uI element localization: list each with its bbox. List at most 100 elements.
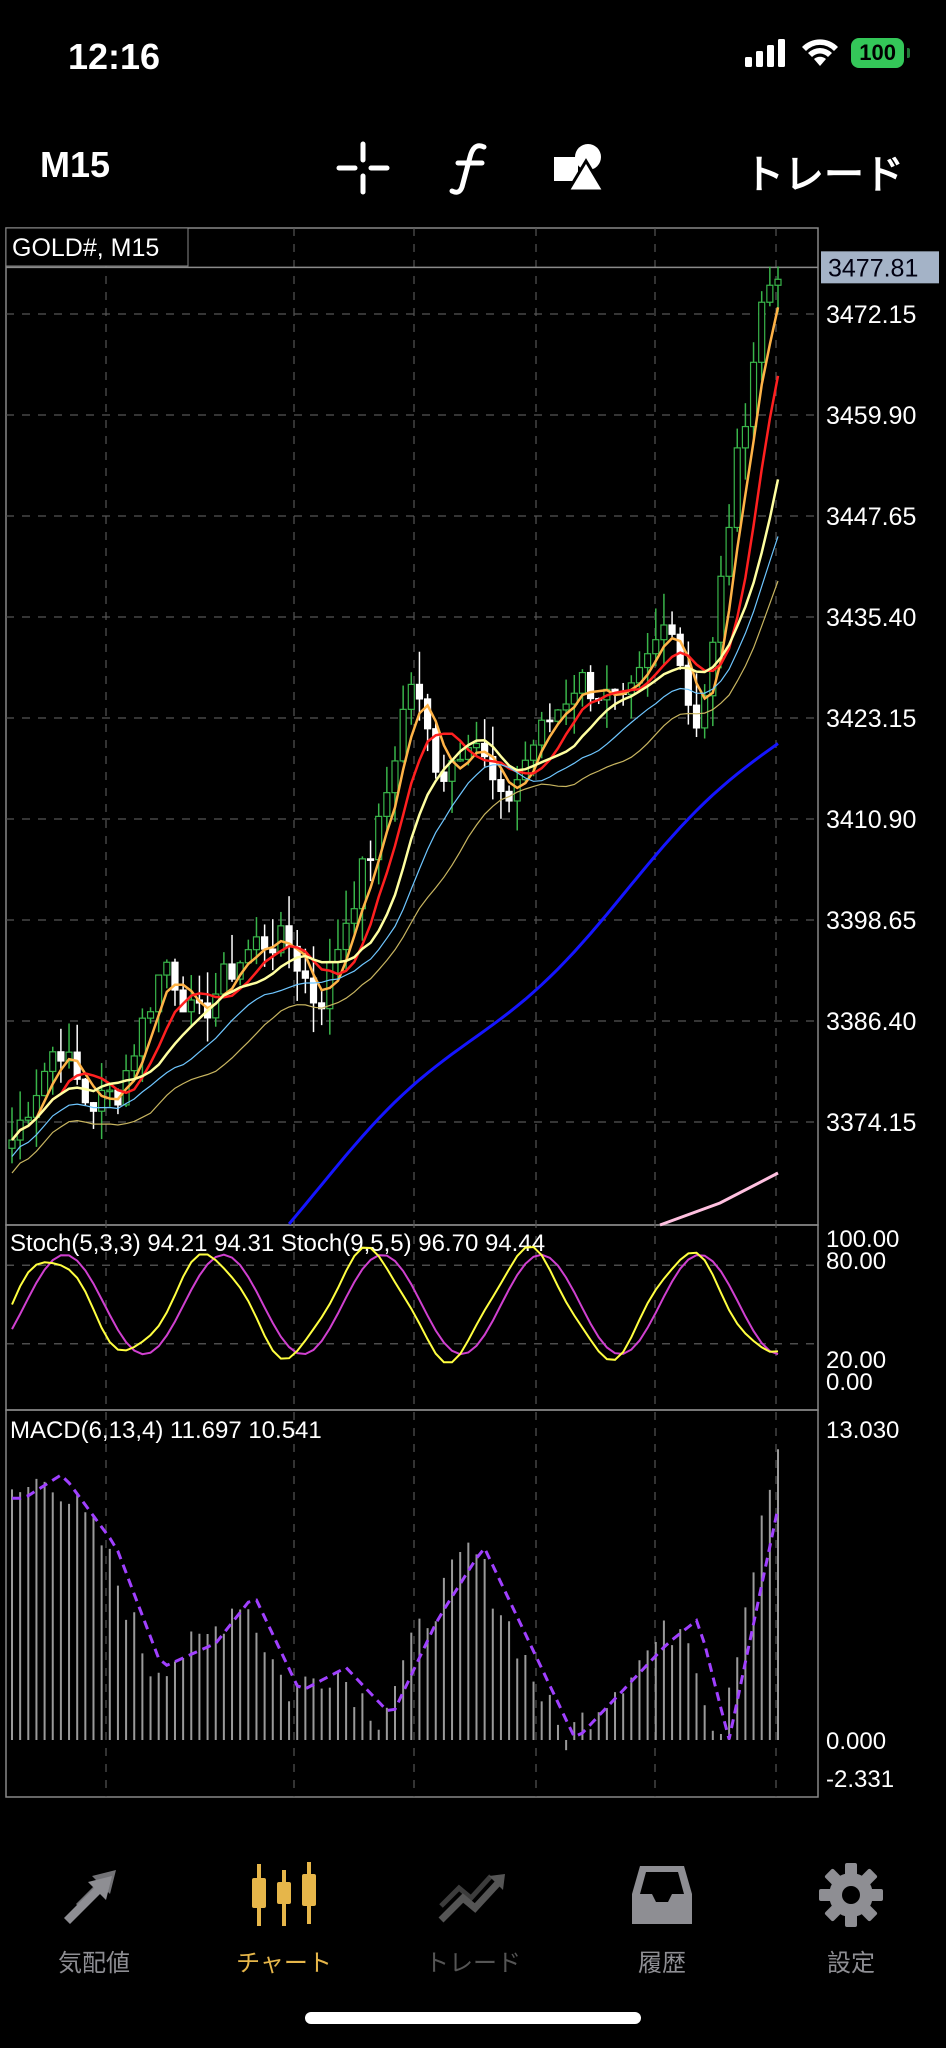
candle-body: [98, 1089, 106, 1112]
price-tick-label: 3459.90: [826, 402, 916, 430]
candle-body: [660, 624, 668, 641]
candle-body: [277, 925, 285, 954]
candle-body: [725, 526, 733, 577]
price-tick-label: 3472.15: [826, 301, 916, 329]
candle-body: [146, 1011, 155, 1019]
crosshair-button[interactable]: [333, 138, 393, 198]
indicators-button[interactable]: [440, 138, 500, 198]
candle-body: [774, 278, 782, 286]
candle-body: [766, 284, 774, 303]
home-indicator: [305, 2012, 641, 2024]
chart-area[interactable]: 3472.15 3459.90 3447.65 3435.40 3423.15 3410.…: [0, 225, 946, 1805]
shapes-icon: [554, 144, 607, 193]
price-tick-label: 3447.65: [826, 503, 916, 531]
candle-body: [366, 858, 375, 861]
status-bar: 12:16 100: [0, 0, 946, 110]
function-icon: [449, 143, 487, 195]
price-tick-label: 3410.90: [826, 806, 916, 834]
timeframe-button[interactable]: M15: [40, 144, 111, 185]
tab-label: 履歴: [638, 1950, 686, 1977]
tab-chart[interactable]: チャート: [224, 1860, 344, 1978]
tab-label: チャート: [236, 1950, 332, 1977]
time-tick-label: 21 Apr 05:15: [47, 1802, 183, 1805]
trade-button[interactable]: トレード: [744, 153, 904, 197]
candle-body: [578, 671, 587, 694]
tab-history[interactable]: 履歴: [602, 1860, 722, 1978]
candle-body: [562, 703, 570, 711]
stoch-main-line: [11, 1245, 779, 1364]
candle-body: [81, 1078, 89, 1104]
candle-body: [472, 742, 481, 749]
candle-body: [554, 709, 562, 722]
candle-body: [138, 1017, 146, 1057]
candle-body: [676, 633, 684, 666]
candle-body: [171, 961, 179, 991]
objects-button[interactable]: [550, 138, 610, 198]
ma-cyan-line: [11, 536, 779, 1157]
candle-body: [717, 575, 725, 643]
tab-settings[interactable]: 設定: [791, 1860, 911, 1978]
candle-body: [586, 671, 595, 700]
status-icons: 100: [745, 38, 910, 68]
stoch-tick-label: 0.00: [826, 1369, 873, 1396]
candle-body: [130, 1055, 138, 1072]
tab-label: 気配値: [58, 1950, 130, 1977]
stoch-label: Stoch(5,3,3) 94.21 94.31 Stoch(9,5,5) 96…: [10, 1230, 545, 1257]
candle-body: [423, 698, 432, 730]
candle-body: [407, 683, 415, 710]
ma-orange-line: [11, 307, 780, 1141]
candle-body: [456, 758, 464, 762]
candle-body: [644, 653, 652, 669]
candle-body: [733, 447, 741, 529]
candle-body: [497, 779, 505, 793]
candle-body: [415, 683, 424, 700]
stoch-tick-label: 80.00: [826, 1248, 886, 1275]
price-chart[interactable]: 3472.15 3459.90 3447.65 3435.40 3423.15 3410.…: [0, 225, 946, 1805]
price-tick-label: 3374.15: [826, 1109, 916, 1137]
candle-body: [49, 1051, 57, 1073]
gear-icon: [819, 1863, 883, 1927]
candle-body: [309, 977, 318, 1004]
candle-body: [334, 948, 342, 963]
candle-body: [8, 1139, 16, 1149]
stoch-tick-label: 100.00: [826, 1226, 899, 1253]
tab-quotes[interactable]: 気配値: [34, 1860, 154, 1978]
macd-label: MACD(6,13,4) 11.697 10.541: [10, 1417, 322, 1444]
inbox-tray-icon: [632, 1866, 692, 1924]
candle-body: [668, 624, 676, 635]
time-tick-label: 21 Apr 21:15: [546, 1802, 682, 1805]
candle-body: [513, 779, 521, 802]
candle-body: [570, 692, 578, 705]
current-price-box: [821, 251, 939, 284]
price-tick-label: 3398.65: [826, 907, 916, 935]
tab-trade[interactable]: トレード: [413, 1860, 533, 1978]
status-time: 12:16: [68, 36, 161, 77]
candle-body: [40, 1070, 49, 1097]
candle-body: [57, 1051, 65, 1062]
price-tick-label: 3435.40: [826, 604, 916, 632]
ma-yellow-line: [11, 479, 780, 1141]
time-tick-label: 22 Apr 06:15: [777, 1802, 913, 1805]
macd-tick-label: 13.030: [826, 1417, 899, 1444]
candle-body: [106, 1089, 114, 1093]
candle-body: [269, 948, 277, 954]
trade-chart-icon: [438, 1874, 505, 1923]
ma-pink-line: [659, 1171, 779, 1227]
candle-body: [652, 639, 660, 655]
candle-body: [440, 771, 448, 782]
cellular-signal-icon: [745, 39, 786, 67]
candle-body: [546, 719, 554, 723]
candle-body: [749, 361, 758, 428]
stoch-signal-line: [11, 1253, 779, 1356]
candle-body: [741, 425, 750, 449]
candle-body: [684, 664, 692, 706]
current-price-label: 3477.81: [828, 254, 918, 282]
candle-body: [24, 1116, 32, 1121]
candle-body: [301, 970, 309, 979]
candle-body: [350, 908, 358, 924]
candle-body: [692, 704, 701, 729]
candle-body: [383, 792, 391, 817]
wifi-icon: [802, 39, 839, 66]
tab-bar: 気配値 チャート トレード 履歴: [0, 1840, 946, 2048]
macd-tick-label: 0.000: [826, 1728, 886, 1755]
